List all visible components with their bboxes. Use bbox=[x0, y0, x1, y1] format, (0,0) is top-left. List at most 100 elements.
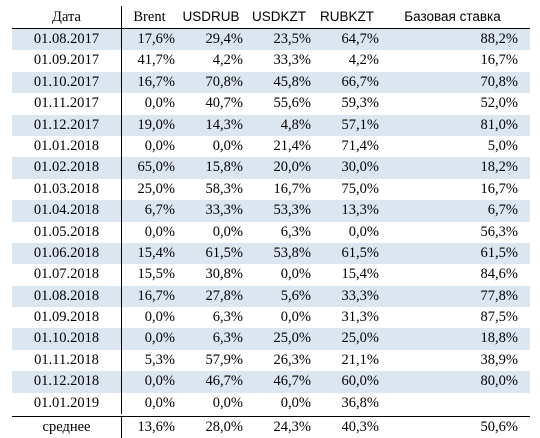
summary-base-rate: 50,6% bbox=[480, 419, 518, 436]
cell-date: 01.11.2017 bbox=[12, 93, 122, 115]
cell-base-rate: 18,8% bbox=[480, 330, 518, 347]
cell-usdrub: 6,3% bbox=[212, 309, 243, 326]
cell-base-rate: 6,7% bbox=[487, 202, 518, 219]
cell-date: 01.09.2017 bbox=[12, 50, 122, 72]
table-row: 01.12.2017 19,0% 14,3% 4,8% 57,1% 81,0% bbox=[12, 114, 530, 136]
cell-usdrub: 0,0% bbox=[212, 394, 243, 411]
cell-date: 01.08.2018 bbox=[12, 285, 122, 308]
cell-rubkzt: 66,7% bbox=[341, 73, 379, 90]
summary-row: среднее 13,6% 28,0% 24,3% 40,3% 50,6% bbox=[12, 416, 530, 438]
cell-rubkzt: 59,3% bbox=[341, 95, 379, 112]
cell-brent: 0,0% bbox=[144, 223, 175, 240]
cell-base-rate: 38,9% bbox=[480, 351, 518, 368]
cell-rubkzt: 30,0% bbox=[341, 159, 379, 176]
table-row: 01.12.2018 0,0% 46,7% 46,7% 60,0% 80,0% bbox=[12, 371, 530, 393]
cell-brent: 16,7% bbox=[137, 287, 175, 304]
header-usdrub: USDRUB bbox=[182, 9, 240, 24]
cell-usdrub: 14,3% bbox=[205, 116, 243, 133]
cell-rubkzt: 33,3% bbox=[341, 287, 379, 304]
cell-rubkzt: 31,3% bbox=[341, 309, 379, 326]
cell-date: 01.12.2018 bbox=[12, 371, 122, 393]
cell-date: 01.10.2017 bbox=[12, 71, 122, 94]
cell-brent: 0,0% bbox=[144, 137, 175, 154]
cell-brent: 0,0% bbox=[144, 330, 175, 347]
table-row: 01.04.2018 6,7% 33,3% 53,3% 13,3% 6,7% bbox=[12, 200, 530, 222]
cell-usdkzt: 45,8% bbox=[273, 73, 311, 90]
cell-usdkzt: 53,3% bbox=[273, 202, 311, 219]
cell-usdrub: 40,7% bbox=[205, 95, 243, 112]
cell-usdrub: 29,4% bbox=[205, 31, 243, 47]
cell-usdkzt: 46,7% bbox=[273, 373, 311, 390]
cell-usdrub: 6,3% bbox=[212, 330, 243, 347]
cell-rubkzt: 4,2% bbox=[348, 52, 379, 69]
header-base-rate: Базовая ставка bbox=[404, 9, 501, 24]
summary-usdkzt: 24,3% bbox=[273, 419, 311, 436]
cell-rubkzt: 36,8% bbox=[341, 394, 379, 411]
cell-usdkzt: 6,3% bbox=[280, 223, 311, 240]
cell-date: 01.01.2018 bbox=[12, 135, 122, 158]
cell-date: 01.08.2017 bbox=[12, 29, 122, 51]
cell-base-rate: 70,8% bbox=[480, 73, 518, 90]
summary-rubkzt: 40,3% bbox=[341, 419, 379, 436]
cell-usdrub: 61,5% bbox=[205, 244, 243, 261]
cell-date: 01.09.2018 bbox=[12, 307, 122, 329]
cell-base-rate: 61,5% bbox=[480, 244, 518, 261]
table-row: 01.09.2017 41,7% 4,2% 33,3% 4,2% 16,7% bbox=[12, 50, 530, 72]
header-date: Дата bbox=[12, 6, 122, 28]
table-row: 01.09.2018 0,0% 6,3% 0,0% 31,3% 87,5% bbox=[12, 307, 530, 329]
cell-usdkzt: 0,0% bbox=[280, 266, 311, 283]
cell-brent: 25,0% bbox=[137, 180, 175, 197]
summary-brent: 13,6% bbox=[137, 419, 175, 436]
cell-date: 01.07.2018 bbox=[12, 264, 122, 286]
cell-brent: 15,4% bbox=[137, 244, 175, 261]
cell-usdkzt: 33,3% bbox=[273, 52, 311, 69]
cell-date: 01.03.2018 bbox=[12, 178, 122, 201]
cell-rubkzt: 71,4% bbox=[341, 137, 379, 154]
cell-base-rate: 77,8% bbox=[480, 287, 518, 304]
cell-base-rate: 16,7% bbox=[480, 180, 518, 197]
cell-usdrub: 46,7% bbox=[205, 373, 243, 390]
cell-usdkzt: 16,7% bbox=[273, 180, 311, 197]
table-row: 01.08.2017 17,6% 29,4% 23,5% 64,7% 88,2% bbox=[12, 29, 530, 51]
cell-brent: 65,0% bbox=[137, 159, 175, 176]
cell-rubkzt: 25,0% bbox=[341, 330, 379, 347]
header-brent: Brent bbox=[133, 9, 166, 25]
cell-base-rate: 84,6% bbox=[480, 266, 518, 283]
table-row: 01.11.2017 0,0% 40,7% 55,6% 59,3% 52,0% bbox=[12, 93, 530, 115]
cell-base-rate: 87,5% bbox=[480, 309, 518, 326]
cell-usdrub: 33,3% bbox=[205, 202, 243, 219]
cell-brent: 15,5% bbox=[137, 266, 175, 283]
table-row: 01.01.2019 0,0% 0,0% 0,0% 36,8% bbox=[12, 392, 530, 415]
cell-brent: 16,7% bbox=[137, 73, 175, 90]
cell-brent: 0,0% bbox=[144, 373, 175, 390]
cell-usdrub: 4,2% bbox=[212, 52, 243, 69]
cell-brent: 6,7% bbox=[144, 202, 175, 219]
cell-usdrub: 0,0% bbox=[212, 137, 243, 154]
cell-base-rate bbox=[381, 393, 524, 414]
cell-date: 01.06.2018 bbox=[12, 242, 122, 265]
cell-usdrub: 30,8% bbox=[205, 266, 243, 283]
header-usdkzt: USDKZT bbox=[252, 9, 306, 24]
table-row: 01.08.2018 16,7% 27,8% 5,6% 33,3% 77,8% bbox=[12, 285, 530, 308]
cell-rubkzt: 0,0% bbox=[348, 223, 379, 240]
table-row: 01.10.2017 16,7% 70,8% 45,8% 66,7% 70,8% bbox=[12, 71, 530, 94]
cell-date: 01.12.2017 bbox=[12, 114, 122, 136]
cell-brent: 17,6% bbox=[137, 31, 175, 47]
cell-usdkzt: 53,8% bbox=[273, 244, 311, 261]
header-rubkzt: RUBKZT bbox=[320, 9, 374, 24]
cell-rubkzt: 75,0% bbox=[341, 180, 379, 197]
cell-date: 01.01.2019 bbox=[12, 392, 122, 415]
table-row: 01.11.2018 5,3% 57,9% 26,3% 21,1% 38,9% bbox=[12, 349, 530, 372]
cell-usdrub: 15,8% bbox=[205, 159, 243, 176]
cell-brent: 41,7% bbox=[137, 52, 175, 69]
cell-brent: 0,0% bbox=[144, 394, 175, 411]
cell-usdkzt: 20,0% bbox=[273, 159, 311, 176]
cell-brent: 0,0% bbox=[144, 309, 175, 326]
cell-usdkzt: 0,0% bbox=[280, 309, 311, 326]
cell-base-rate: 80,0% bbox=[480, 373, 518, 390]
cell-usdkzt: 55,6% bbox=[273, 95, 311, 112]
table-row: 01.10.2018 0,0% 6,3% 25,0% 25,0% 18,8% bbox=[12, 328, 530, 350]
table-body: 01.08.2017 17,6% 29,4% 23,5% 64,7% 88,2% 01.09… bbox=[12, 29, 530, 415]
summary-usdrub: 28,0% bbox=[205, 419, 243, 436]
table-row: 01.05.2018 0,0% 0,0% 6,3% 0,0% 56,3% bbox=[12, 221, 530, 243]
